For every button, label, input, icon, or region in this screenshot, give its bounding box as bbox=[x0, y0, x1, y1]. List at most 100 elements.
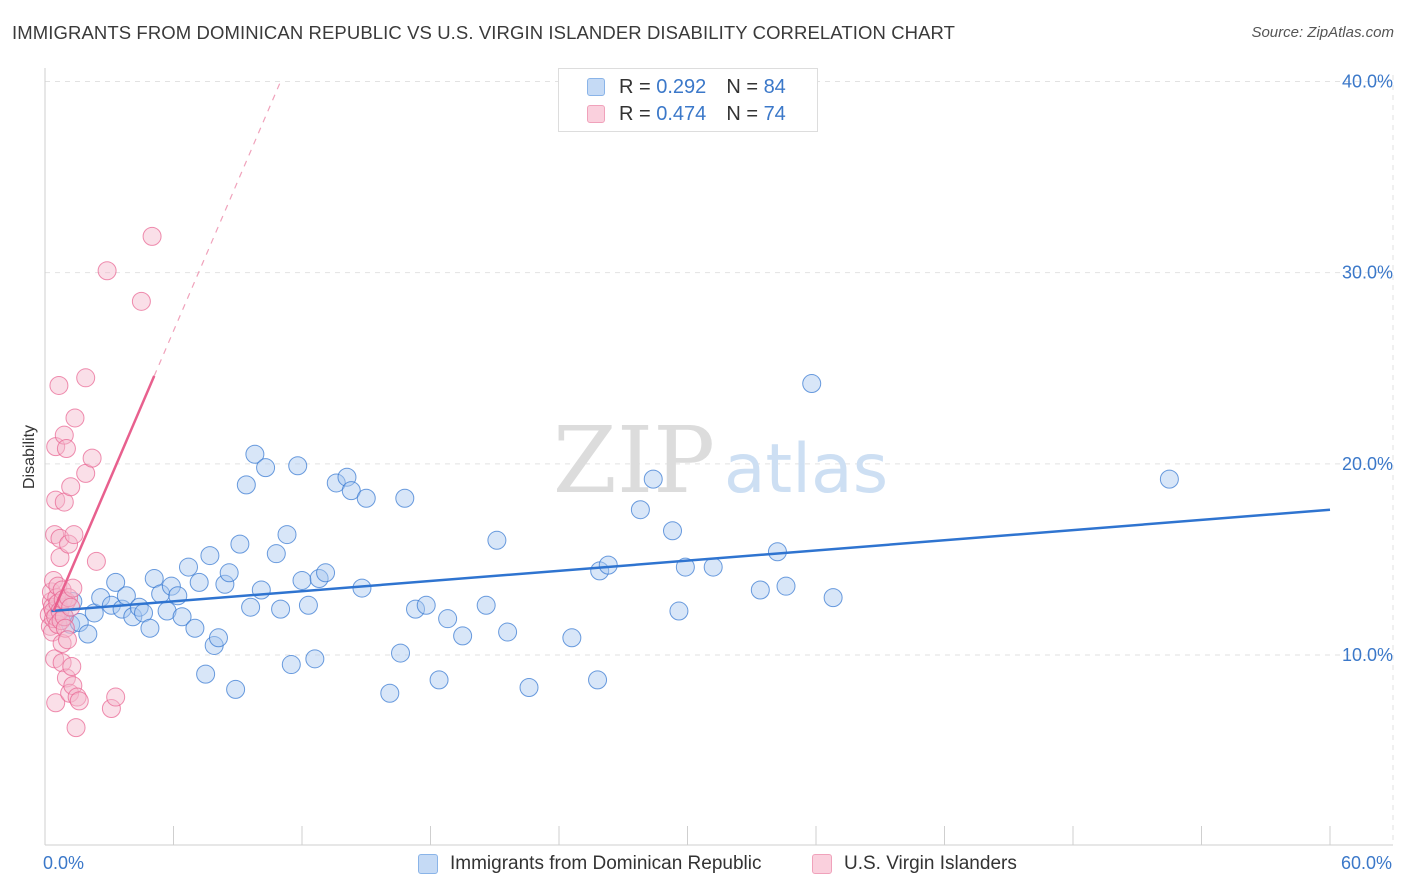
data-point-virgin-islanders bbox=[66, 718, 86, 738]
data-point-dominican bbox=[78, 624, 98, 644]
data-point-dominican bbox=[663, 521, 683, 541]
data-point-dominican bbox=[226, 679, 246, 699]
data-point-dominican bbox=[189, 572, 209, 592]
data-point-dominican bbox=[266, 544, 286, 564]
legend-item-virgin-islanders: U.S. Virgin Islanders bbox=[812, 850, 1017, 878]
legend-swatch-blue bbox=[587, 78, 605, 96]
data-point-dominican bbox=[406, 599, 426, 619]
data-point-virgin-islanders bbox=[106, 687, 126, 707]
n-label: N = bbox=[726, 102, 758, 125]
data-point-dominican bbox=[453, 626, 473, 646]
data-point-dominican bbox=[106, 572, 126, 592]
data-point-virgin-islanders bbox=[101, 699, 121, 719]
data-point-virgin-islanders bbox=[131, 291, 151, 311]
data-point-dominican bbox=[277, 525, 297, 545]
legend-swatch-pink bbox=[587, 105, 605, 123]
data-point-dominican bbox=[476, 595, 496, 615]
data-point-dominican bbox=[281, 655, 301, 675]
data-point-dominican bbox=[288, 456, 308, 476]
data-point-virgin-islanders bbox=[76, 368, 96, 388]
data-point-dominican bbox=[823, 588, 843, 608]
chart-title: IMMIGRANTS FROM DOMINICAN REPUBLIC VS U.… bbox=[12, 22, 956, 43]
data-point-dominican bbox=[140, 618, 160, 638]
data-point-dominican bbox=[750, 580, 770, 600]
data-point-dominican bbox=[1159, 469, 1179, 489]
data-point-dominican bbox=[395, 488, 415, 508]
data-point-dominican bbox=[172, 607, 192, 627]
y-tick-label: 10.0% bbox=[1342, 645, 1393, 665]
data-point-virgin-islanders bbox=[69, 691, 89, 711]
data-point-dominican bbox=[519, 677, 539, 697]
series-dominican-republic bbox=[50, 374, 1179, 703]
data-point-dominican bbox=[429, 670, 449, 690]
data-point-dominican bbox=[298, 595, 318, 615]
trend-line-dominican bbox=[51, 508, 1331, 613]
trend-extension-virgin-islanders bbox=[153, 81, 282, 377]
n-value: 84 bbox=[763, 75, 786, 98]
data-point-virgin-islanders bbox=[49, 375, 69, 395]
legend-row-pink: R = 0.474 N = 74 bbox=[587, 102, 786, 126]
data-point-virgin-islanders bbox=[57, 630, 77, 650]
data-point-dominican bbox=[356, 488, 376, 508]
data-point-dominican bbox=[123, 607, 143, 627]
data-point-dominican bbox=[802, 374, 822, 394]
data-point-dominican bbox=[416, 595, 436, 615]
data-point-dominican bbox=[391, 643, 411, 663]
data-point-dominican bbox=[241, 597, 261, 617]
x-tick-label: 0.0% bbox=[43, 853, 84, 873]
r-value: 0.292 bbox=[656, 75, 707, 98]
data-point-dominican bbox=[256, 458, 276, 478]
data-point-dominican bbox=[245, 444, 265, 464]
data-point-virgin-islanders bbox=[45, 525, 65, 545]
data-point-dominican bbox=[292, 570, 312, 590]
data-point-dominican bbox=[380, 683, 400, 703]
data-point-dominican bbox=[630, 500, 650, 520]
trend-lines bbox=[51, 81, 1331, 613]
data-point-dominican bbox=[215, 574, 235, 594]
data-point-virgin-islanders bbox=[97, 261, 117, 281]
legend-label: Immigrants from Dominican Republic bbox=[450, 853, 762, 874]
x-tick-label: 60.0% bbox=[1341, 853, 1392, 873]
series-virgin-islanders bbox=[39, 226, 162, 738]
data-point-virgin-islanders bbox=[46, 693, 66, 713]
data-point-dominican bbox=[316, 563, 336, 583]
data-point-dominican bbox=[236, 475, 256, 495]
trend-line-virgin-islanders bbox=[52, 375, 156, 612]
data-point-dominican bbox=[562, 628, 582, 648]
data-point-dominican bbox=[598, 555, 618, 575]
watermark-atlas: atlas bbox=[724, 430, 888, 509]
data-point-virgin-islanders bbox=[82, 448, 102, 468]
data-point-dominican bbox=[161, 576, 181, 596]
data-point-dominican bbox=[675, 557, 695, 577]
data-point-dominican bbox=[178, 557, 198, 577]
data-point-dominican bbox=[326, 473, 346, 493]
data-point-virgin-islanders bbox=[55, 618, 75, 638]
data-point-dominican bbox=[219, 563, 239, 583]
n-value: 74 bbox=[763, 102, 786, 125]
data-point-virgin-islanders bbox=[61, 477, 81, 497]
tick-labels: 10.0% 20.0% 30.0% 40.0% 0.0% 60.0% bbox=[43, 72, 1393, 874]
data-point-dominican bbox=[251, 580, 271, 600]
r-value: 0.474 bbox=[656, 102, 707, 125]
data-point-dominican bbox=[438, 609, 458, 629]
data-point-dominican bbox=[196, 664, 216, 684]
data-point-virgin-islanders bbox=[64, 525, 84, 545]
data-point-dominican bbox=[669, 601, 689, 621]
data-point-virgin-islanders bbox=[61, 597, 81, 617]
data-point-virgin-islanders bbox=[59, 534, 79, 554]
data-point-dominican bbox=[305, 649, 325, 669]
data-point-dominican bbox=[185, 618, 205, 638]
data-point-virgin-islanders bbox=[52, 653, 72, 673]
data-point-dominican bbox=[208, 628, 228, 648]
data-point-virgin-islanders bbox=[56, 439, 76, 459]
data-point-virgin-islanders bbox=[62, 656, 82, 676]
y-tick-label: 20.0% bbox=[1342, 454, 1393, 474]
y-axis-label: Disability bbox=[21, 425, 38, 489]
data-point-dominican bbox=[703, 557, 723, 577]
data-point-virgin-islanders bbox=[56, 668, 76, 688]
legend-label: U.S. Virgin Islanders bbox=[844, 853, 1017, 874]
r-label: R = bbox=[619, 102, 651, 125]
data-point-virgin-islanders bbox=[142, 226, 162, 246]
data-point-dominican bbox=[643, 469, 663, 489]
data-point-dominican bbox=[487, 530, 507, 550]
